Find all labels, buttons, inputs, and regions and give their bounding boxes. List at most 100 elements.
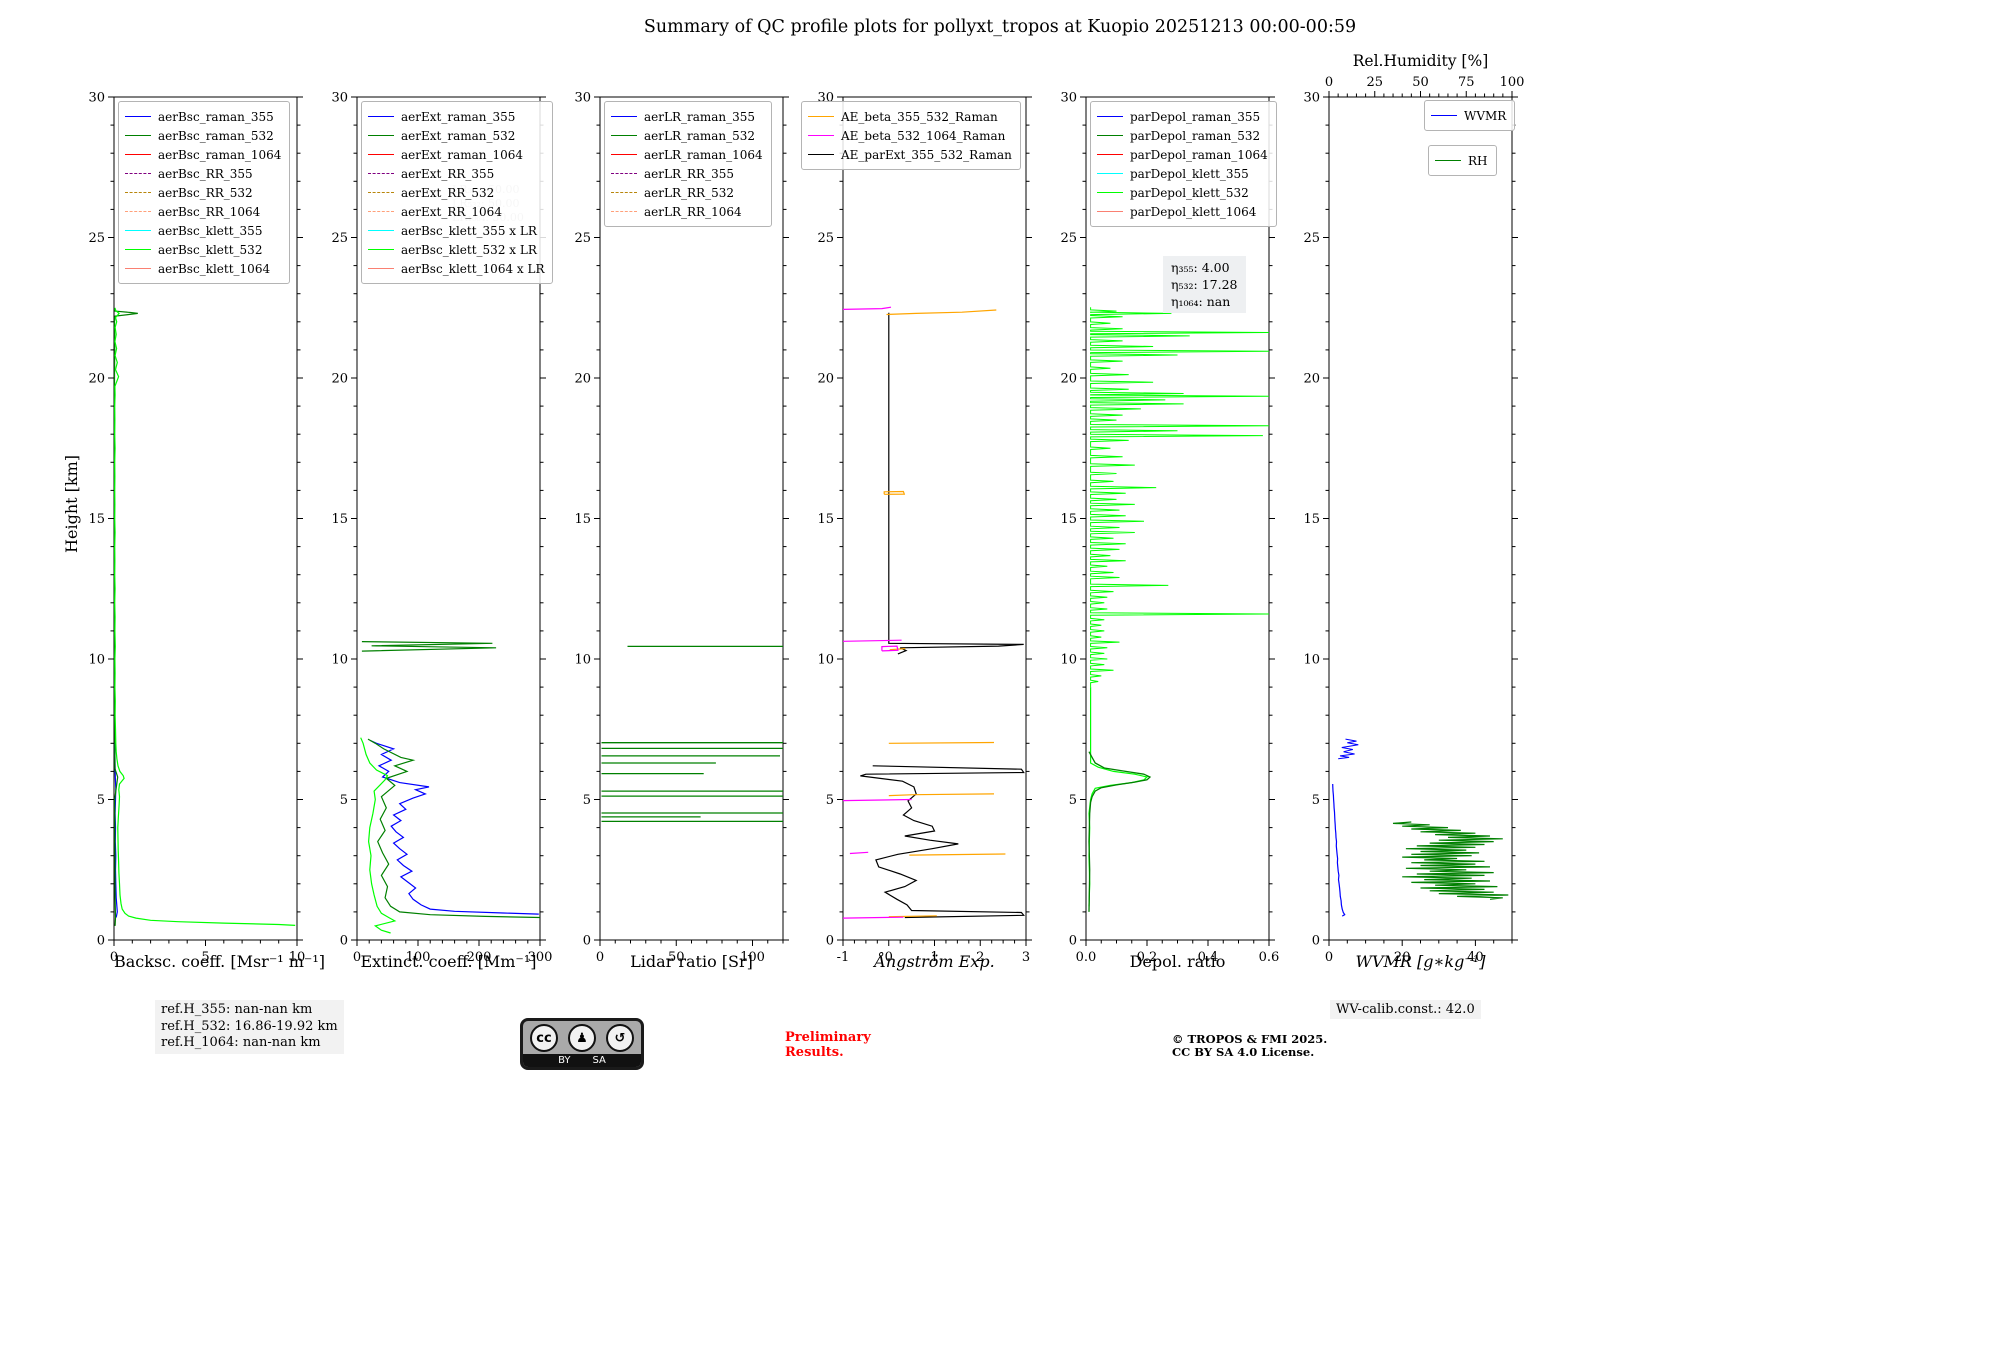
svg-text:0: 0 [885, 950, 893, 965]
copyright-line: © TROPOS & FMI 2025. [1172, 1032, 1328, 1046]
legend-label: aerLR_raman_355 [644, 109, 756, 124]
legend-entry: WVMR [1431, 106, 1506, 125]
legend-wvmr: WVMR [1424, 100, 1516, 131]
eta-355: η₃₅₅: 4.00 [1171, 260, 1230, 275]
legend-line-sample [368, 154, 394, 155]
svg-text:2: 2 [976, 950, 984, 965]
cc-badge-text: BY SA [523, 1054, 641, 1067]
panel-depol: 0.0 0.2 0.4 0.6 0 5 10 15 20 25 30 [1060, 91, 1279, 966]
legend-label: parDepol_raman_532 [1130, 128, 1261, 143]
legend-entry: aerBsc_RR_1064 [125, 202, 281, 221]
legend-line-sample [1097, 116, 1123, 117]
cc-icon: cc [530, 1024, 558, 1052]
svg-text:20: 20 [1060, 372, 1077, 387]
series-group [842, 306, 1025, 919]
legend-line-sample [611, 116, 637, 117]
svg-text:20: 20 [817, 372, 834, 387]
series-aerExt_raman_532_upper [361, 641, 497, 652]
attribution-person-icon: ♟ [568, 1024, 596, 1052]
series-aerBsc_klett_532 [114, 307, 296, 926]
cc-by-label: BY [558, 1055, 571, 1066]
legend-label: aerBsc_raman_355 [158, 109, 274, 124]
panel-backscatter: 0 5 10 0 5 10 15 20 25 30 [88, 91, 305, 966]
legend-entry: aerLR_raman_355 [611, 107, 763, 126]
legend-line-sample [808, 135, 834, 136]
svg-text:5: 5 [97, 793, 105, 808]
eta-532: η₅₃₂: 17.28 [1171, 277, 1238, 292]
legend-line-sample [368, 116, 394, 117]
cc-badge-icons: cc ♟ ↺ [530, 1024, 634, 1052]
svg-text:0: 0 [583, 934, 591, 949]
legend-label: aerLR_raman_532 [644, 128, 756, 143]
svg-text:0: 0 [1325, 950, 1333, 965]
svg-text:15: 15 [1303, 512, 1320, 527]
legend-entry: aerLR_RR_1064 [611, 202, 763, 221]
svg-text:30: 30 [1060, 91, 1077, 106]
series-AE_beta_532_1064_Raman [842, 916, 904, 919]
legend-entry: parDepol_klett_1064 [1097, 202, 1268, 221]
legend-entry: aerLR_RR_355 [611, 164, 763, 183]
legend-entry: aerExt_RR_1064 [368, 202, 544, 221]
legend-line-sample [611, 154, 637, 155]
legend-line-sample [1435, 160, 1461, 161]
svg-text:10: 10 [817, 653, 834, 668]
panel-extinction: 0 100 200 300 0 5 10 15 20 25 30 [331, 91, 552, 966]
wv-calibration-annotation: WV-calib.const.: 42.0 [1330, 1000, 1481, 1019]
legend-label: parDepol_klett_532 [1130, 185, 1249, 200]
svg-text:0.2: 0.2 [1137, 950, 1158, 965]
legend-line-sample [1097, 211, 1123, 212]
series-AE_beta_355_532_Raman [888, 793, 995, 797]
legend-label: aerBsc_klett_355 [158, 223, 263, 238]
series-parDepol_klett_532 [1090, 307, 1270, 688]
svg-text:0.4: 0.4 [1198, 950, 1219, 965]
svg-text:10: 10 [1303, 653, 1320, 668]
svg-text:10: 10 [331, 653, 348, 668]
legend-entry: aerBsc_klett_532 x LR [368, 240, 544, 259]
legend-line-sample [125, 249, 151, 250]
legend-line-sample [611, 211, 637, 212]
legend-label: parDepol_klett_1064 [1130, 204, 1257, 219]
legend-entry: parDepol_raman_355 [1097, 107, 1268, 126]
legend-entry: aerBsc_klett_1064 x LR [368, 259, 544, 278]
legend-entry: parDepol_raman_532 [1097, 126, 1268, 145]
svg-text:5: 5 [826, 793, 834, 808]
ref-h-355: ref.H_355: nan-nan km [161, 1002, 313, 1017]
svg-text:10: 10 [574, 653, 591, 668]
legend-line-sample [368, 135, 394, 136]
svg-text:15: 15 [88, 512, 105, 527]
legend-entry: aerExt_raman_1064 [368, 145, 544, 164]
svg-text:300: 300 [528, 950, 553, 965]
legend-label: parDepol_raman_1064 [1130, 147, 1268, 162]
legend-entry: parDepol_klett_355 [1097, 164, 1268, 183]
legend-line-sample [1097, 173, 1123, 174]
legend-line-sample [611, 192, 637, 193]
svg-text:10: 10 [1060, 653, 1077, 668]
legend-line-sample [808, 116, 834, 117]
legend-entry: RH [1435, 151, 1488, 170]
legend-entry: aerBsc_raman_532 [125, 126, 281, 145]
series-group [113, 307, 296, 926]
svg-text:25: 25 [88, 231, 105, 246]
svg-text:0: 0 [340, 934, 348, 949]
series-WVMR [1332, 783, 1346, 917]
svg-text:15: 15 [574, 512, 591, 527]
legend-entry: AE_beta_532_1064_Raman [808, 126, 1012, 145]
legend-label: aerLR_RR_532 [644, 185, 734, 200]
svg-text:25: 25 [331, 231, 348, 246]
legend-entry: aerLR_raman_1064 [611, 145, 763, 164]
svg-text:5: 5 [340, 793, 348, 808]
svg-text:20: 20 [1303, 372, 1320, 387]
legend-label: aerBsc_raman_532 [158, 128, 274, 143]
series-AE_beta_532_1064_Raman [842, 798, 912, 802]
svg-text:50: 50 [668, 950, 685, 965]
series-AE_beta_532_1064_Raman [842, 306, 892, 310]
series-group [1088, 307, 1270, 912]
series-AE_beta_532_1064_Raman [842, 639, 902, 642]
legend-line-sample [1097, 154, 1123, 155]
svg-text:1: 1 [930, 950, 938, 965]
svg-text:25: 25 [1060, 231, 1077, 246]
svg-text:10: 10 [289, 950, 306, 965]
